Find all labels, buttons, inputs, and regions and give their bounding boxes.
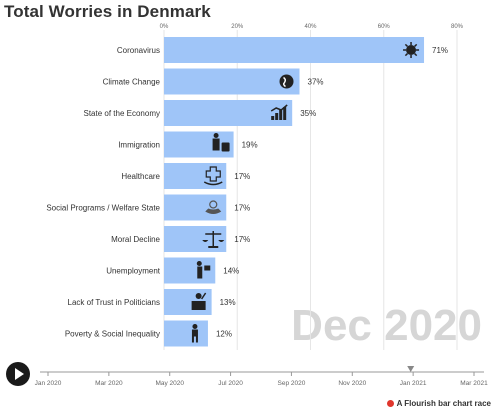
category-label: Social Programs / Welfare State [46,204,160,213]
welfare-coin [209,200,218,209]
politician-arm [200,292,207,300]
coronavirus-spike [404,53,409,57]
flourish-credit-link[interactable]: A Flourish bar chart race [386,399,491,408]
category-label: Moral Decline [111,235,160,244]
politician-podium [191,301,206,310]
coronavirus-body [406,45,417,55]
timeline-tick-label: Jan 2020 [35,380,62,387]
timeline-tick-label: Jul 2020 [218,380,243,387]
category-label: Climate Change [103,78,161,87]
value-label: 35% [300,109,316,118]
immigration-suitcase [221,142,230,152]
value-label: 14% [223,267,239,276]
unemployment-body [197,266,203,279]
timeline-handle[interactable] [407,366,415,372]
economy-bar [271,116,275,120]
category-label: State of the Economy [84,109,161,118]
value-label: 19% [242,141,258,150]
value-label: 13% [220,298,236,307]
bar [164,100,293,126]
scales-icon [202,231,225,248]
globe-land [282,76,287,88]
poverty-leg-right [195,336,198,343]
immigration-icon [212,133,230,152]
healthcare-icon [203,166,223,186]
poverty-icon [191,324,198,343]
coronavirus-spike [414,53,418,57]
value-label: 71% [432,46,448,55]
economy-trend [270,104,288,112]
unemployment-sign [204,265,211,271]
chart-title: Total Worries in Denmark [4,2,211,21]
timeline-tick-label: Sep 2020 [278,380,306,387]
coronavirus-icon [403,42,420,58]
category-label: Immigration [118,141,160,150]
welfare-hand [205,208,222,214]
bar [164,320,208,347]
period-label: Dec 2020 [291,301,482,350]
politician-head [195,293,202,299]
play-button[interactable] [6,362,30,386]
x-tick-label: 80% [451,24,464,30]
globe-icon [279,74,294,89]
immigration-head [213,133,219,138]
play-icon [15,368,24,380]
category-label: Lack of Trust in Politicians [68,298,160,307]
x-tick-label: 60% [378,24,391,30]
bar [164,194,227,221]
x-tick-label: 20% [231,24,244,30]
scales-pan-right [218,240,225,242]
x-tick-label: 0% [160,24,169,30]
unemployment-icon [196,261,211,279]
category-label: Unemployment [106,267,161,276]
credit-text: A Flourish bar chart race [396,399,491,408]
healthcare-cross [205,166,221,182]
bar [164,37,425,63]
scales-base [208,246,219,248]
flourish-logo-icon [386,400,394,407]
healthcare-hand [203,181,223,186]
globe-body [279,74,294,89]
timeline-tick-label: Nov 2020 [338,380,366,387]
economy-bar [275,113,279,120]
bar [164,226,227,252]
scales-pan-left [202,240,209,242]
value-label: 37% [308,78,324,87]
value-label: 17% [234,235,250,244]
value-label: 17% [234,204,250,213]
value-label: 17% [234,172,250,181]
category-label: Poverty & Social Inequality [65,330,160,339]
category-label: Healthcare [121,172,160,181]
timeline-tick-label: Jan 2021 [400,380,427,387]
poverty-leg-left [191,336,194,343]
economy-bar [279,110,283,120]
bar [164,68,300,95]
coronavirus-spike [414,43,418,47]
unemployment-head [196,261,202,266]
economy-bar [283,107,287,120]
x-tick-label: 40% [304,24,317,30]
poverty-head [192,324,198,329]
bar [164,163,227,189]
politician-icon [191,292,207,310]
category-label: Coronavirus [117,46,160,55]
timeline-tick-label: Mar 2021 [460,380,488,387]
value-label: 12% [216,330,232,339]
welfare-icon [205,200,222,214]
immigration-person [212,138,220,151]
poverty-body [191,329,198,337]
coronavirus-spike [404,43,409,47]
timeline-tick-label: Mar 2020 [95,380,123,387]
economy-chart-icon [270,104,288,120]
timeline-tick-label: May 2020 [155,380,184,387]
